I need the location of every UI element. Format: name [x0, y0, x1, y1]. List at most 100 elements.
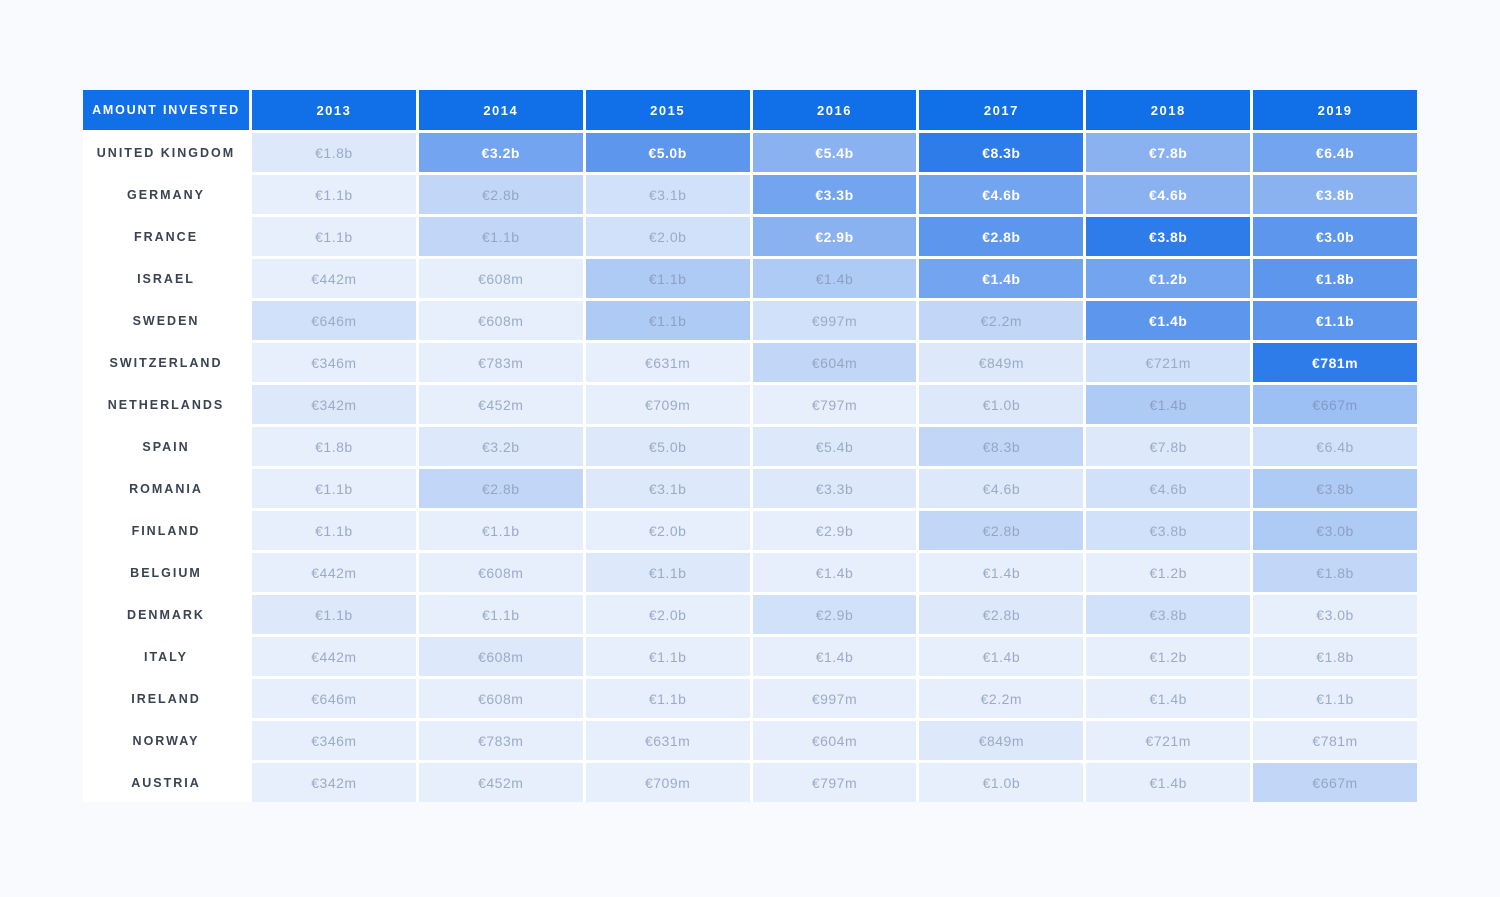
table-cell: €342m — [252, 385, 416, 424]
table-cell: €1.1b — [252, 175, 416, 214]
row-label: IRELAND — [83, 679, 249, 718]
table-cell: €646m — [252, 679, 416, 718]
table-cell: €783m — [418, 721, 583, 760]
table-cell: €3.0b — [1253, 217, 1417, 256]
table-cell: €5.0b — [585, 427, 750, 466]
table-cell: €709m — [585, 763, 750, 802]
table-cell: €797m — [752, 763, 917, 802]
table-cell: €608m — [418, 553, 583, 592]
table-cell: €452m — [418, 385, 583, 424]
table-cell: €1.8b — [1253, 259, 1417, 298]
table-cell: €1.4b — [919, 553, 1084, 592]
table-cell: €1.4b — [752, 637, 917, 676]
table-cell: €1.0b — [919, 763, 1084, 802]
table-cell: €1.1b — [252, 469, 416, 508]
table-cell: €3.0b — [1253, 595, 1417, 634]
investment-heatmap-table: AMOUNT INVESTED 2013 2014 2015 2016 2017 2018… — [83, 90, 1417, 802]
table-cell: €781m — [1253, 343, 1417, 382]
table-cell: €849m — [919, 343, 1084, 382]
table-cell: €1.2b — [1086, 259, 1251, 298]
table-cell: €1.0b — [919, 385, 1084, 424]
table-cell: €1.4b — [1086, 763, 1251, 802]
column-header-2016: 2016 — [752, 90, 917, 130]
table-cell: €8.3b — [919, 427, 1084, 466]
table-cell: €3.3b — [752, 175, 917, 214]
table-cell: €1.8b — [252, 133, 416, 172]
table-cell: €631m — [585, 721, 750, 760]
table-cell: €1.1b — [252, 595, 416, 634]
table-cell: €1.1b — [585, 301, 750, 340]
table-cell: €1.4b — [919, 259, 1084, 298]
table-cell: €3.8b — [1253, 175, 1417, 214]
table-cell: €1.8b — [1253, 637, 1417, 676]
table-cell: €2.0b — [585, 595, 750, 634]
table-cell: €1.1b — [585, 637, 750, 676]
table-cell: €709m — [585, 385, 750, 424]
table-cell: €1.1b — [585, 679, 750, 718]
table-cell: €3.2b — [418, 427, 583, 466]
row-label: ITALY — [83, 637, 249, 676]
column-header-2014: 2014 — [418, 90, 583, 130]
row-label: AUSTRIA — [83, 763, 249, 802]
table-cell: €608m — [418, 637, 583, 676]
table-cell: €442m — [252, 553, 416, 592]
table-cell: €1.4b — [752, 259, 917, 298]
table-cell: €5.0b — [585, 133, 750, 172]
row-label: SPAIN — [83, 427, 249, 466]
table-cell: €3.3b — [752, 469, 917, 508]
table-cell: €1.1b — [418, 511, 583, 550]
table-cell: €667m — [1253, 763, 1417, 802]
table-cell: €346m — [252, 721, 416, 760]
table-cell: €3.2b — [418, 133, 583, 172]
table-cell: €1.4b — [752, 553, 917, 592]
table-cell: €608m — [418, 259, 583, 298]
table-cell: €849m — [919, 721, 1084, 760]
row-label: FINLAND — [83, 511, 249, 550]
table-cell: €3.8b — [1253, 469, 1417, 508]
row-label: NORWAY — [83, 721, 249, 760]
table-cell: €2.8b — [418, 175, 583, 214]
table-cell: €3.8b — [1086, 217, 1251, 256]
table-cell: €2.9b — [752, 595, 917, 634]
table-cell: €646m — [252, 301, 416, 340]
table-cell: €4.6b — [1086, 469, 1251, 508]
table-cell: €2.9b — [752, 217, 917, 256]
column-header-2015: 2015 — [585, 90, 750, 130]
column-header-2013: 2013 — [252, 90, 416, 130]
table-cell: €346m — [252, 343, 416, 382]
table-cell: €7.8b — [1086, 427, 1251, 466]
row-label: DENMARK — [83, 595, 249, 634]
table-cell: €4.6b — [1086, 175, 1251, 214]
table-cell: €604m — [752, 343, 917, 382]
table-cell: €2.0b — [585, 511, 750, 550]
table-cell: €1.1b — [1253, 301, 1417, 340]
table-cell: €1.1b — [585, 553, 750, 592]
table-cell: €1.8b — [252, 427, 416, 466]
table-cell: €4.6b — [919, 469, 1084, 508]
table-cell: €997m — [752, 679, 917, 718]
table-cell: €721m — [1086, 721, 1251, 760]
table-cell: €608m — [418, 301, 583, 340]
table-cell: €2.2m — [919, 679, 1084, 718]
table-cell: €797m — [752, 385, 917, 424]
table-cell: €781m — [1253, 721, 1417, 760]
table-cell: €1.1b — [585, 259, 750, 298]
table-cell: €2.8b — [418, 469, 583, 508]
table-cell: €6.4b — [1253, 427, 1417, 466]
row-label: NETHERLANDS — [83, 385, 249, 424]
table-cell: €3.1b — [585, 175, 750, 214]
table-cell: €8.3b — [919, 133, 1084, 172]
row-label: ISRAEL — [83, 259, 249, 298]
table-cell: €3.8b — [1086, 595, 1251, 634]
table-cell: €1.1b — [252, 511, 416, 550]
table-cell: €3.0b — [1253, 511, 1417, 550]
table-cell: €5.4b — [752, 427, 917, 466]
column-header-2018: 2018 — [1086, 90, 1251, 130]
table-cell: €3.8b — [1086, 511, 1251, 550]
row-label: UNITED KINGDOM — [83, 133, 249, 172]
table-cell: €2.9b — [752, 511, 917, 550]
table-cell: €6.4b — [1253, 133, 1417, 172]
table-cell: €783m — [418, 343, 583, 382]
table-cell: €667m — [1253, 385, 1417, 424]
table-cell: €4.6b — [919, 175, 1084, 214]
